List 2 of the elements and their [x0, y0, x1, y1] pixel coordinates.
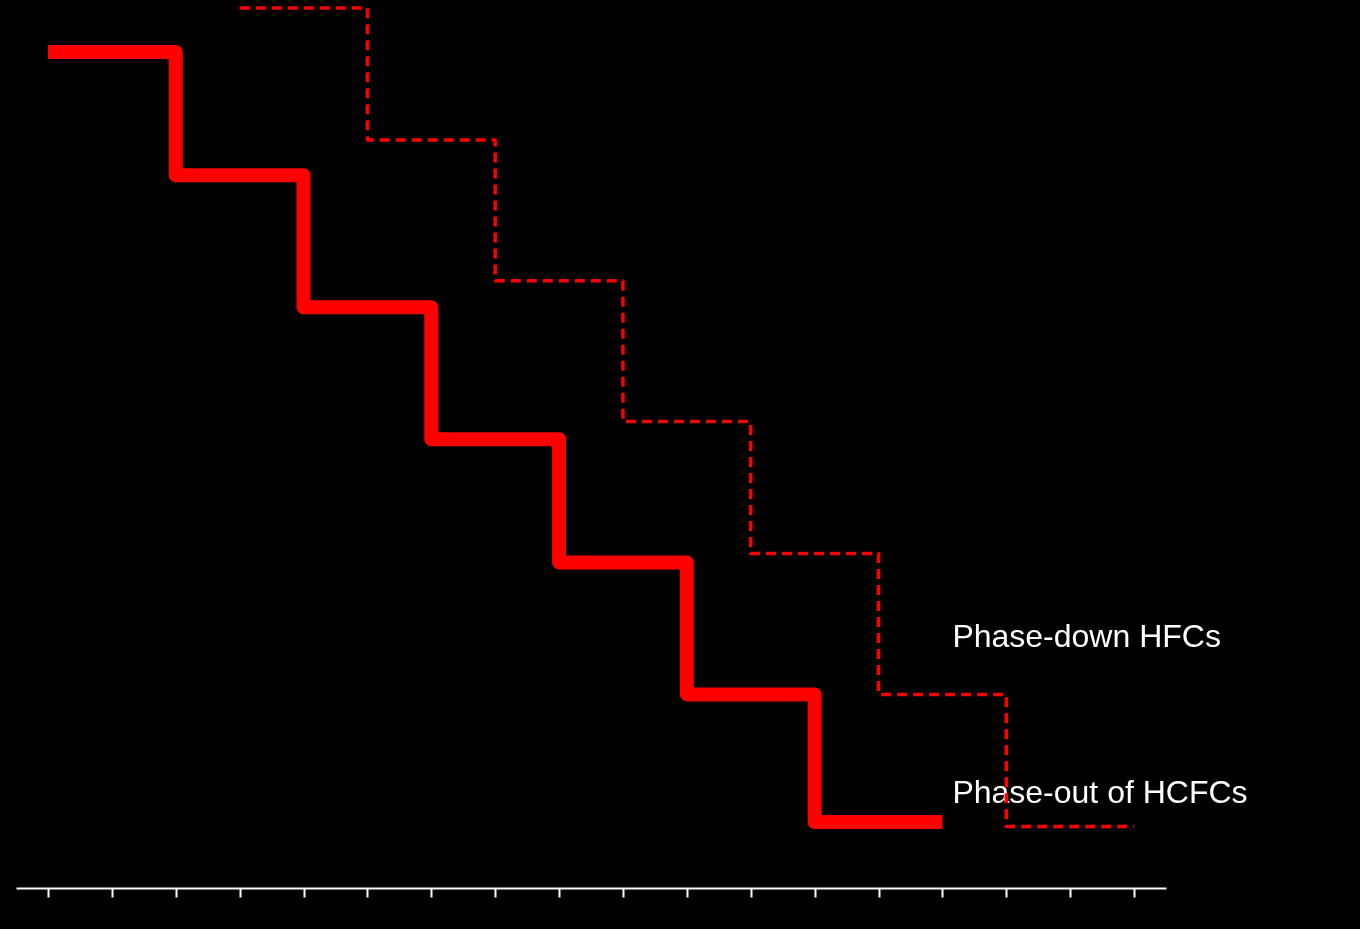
series-label: Phase-out of HCFCs [952, 774, 1248, 810]
series-label: Phase-down HFCs [952, 618, 1221, 655]
